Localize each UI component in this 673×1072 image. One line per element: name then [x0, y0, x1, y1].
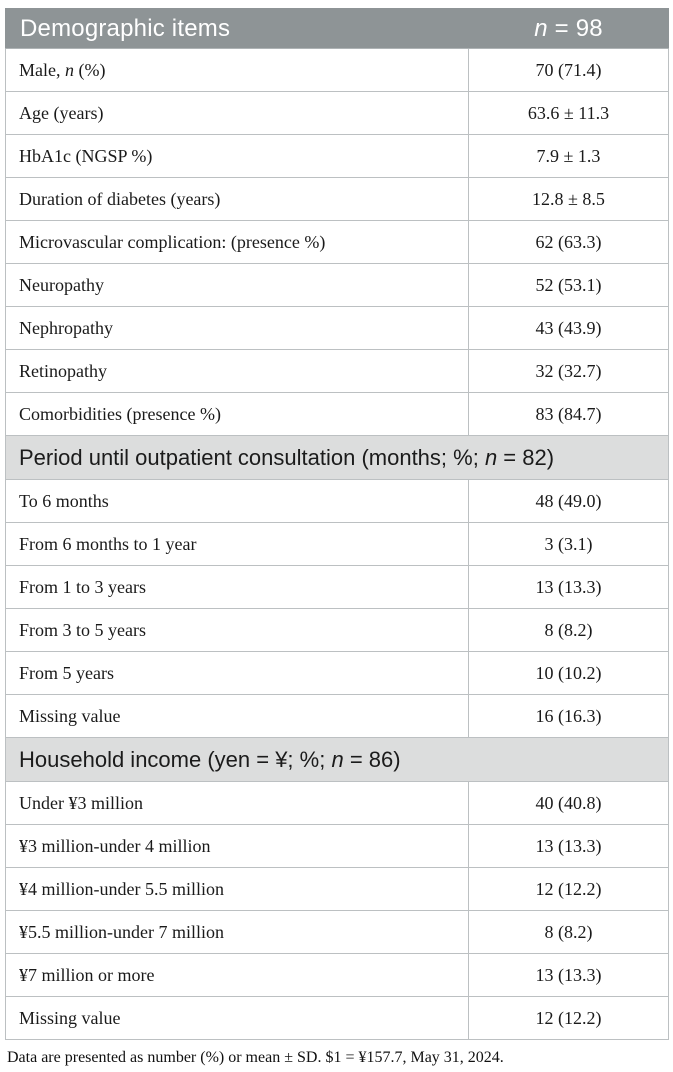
table-row: Missing value 12 (12.2): [5, 996, 669, 1040]
table-row: From 3 to 5 years 8 (8.2): [5, 608, 669, 652]
header-n-count: n = 98: [468, 8, 669, 49]
row-label: From 3 to 5 years: [5, 608, 469, 652]
table-row: Missing value 16 (16.3): [5, 694, 669, 738]
row-label: ¥7 million or more: [5, 953, 469, 997]
table-row: From 1 to 3 years 13 (13.3): [5, 565, 669, 609]
row-label: From 6 months to 1 year: [5, 522, 469, 566]
table-row: Duration of diabetes (years) 12.8 ± 8.5: [5, 177, 669, 221]
row-label: ¥5.5 million-under 7 million: [5, 910, 469, 954]
table-row: Microvascular complication: (presence %)…: [5, 220, 669, 264]
row-label: Nephropathy: [5, 306, 469, 350]
table-footnote: Data are presented as number (%) or mean…: [7, 1049, 504, 1066]
table-row: Neuropathy 52 (53.1): [5, 263, 669, 307]
table-row: Retinopathy 32 (32.7): [5, 349, 669, 393]
table-row: ¥5.5 million-under 7 million 8 (8.2): [5, 910, 669, 954]
section-header-cell: Household income (yen = ¥; %; n = 86): [5, 737, 669, 782]
row-value: 13 (13.3): [468, 824, 669, 868]
row-value: 8 (8.2): [468, 910, 669, 954]
row-label: From 5 years: [5, 651, 469, 695]
row-value: 13 (13.3): [468, 953, 669, 997]
row-value: 43 (43.9): [468, 306, 669, 350]
row-label: To 6 months: [5, 479, 469, 523]
row-value: 12 (12.2): [468, 996, 669, 1040]
table-body: Male, n (%) 70 (71.4) Age (years) 63.6 ± 11…: [5, 48, 669, 1040]
table-header-row: Demographic items n = 98: [5, 8, 669, 49]
table-row: ¥4 million-under 5.5 million 12 (12.2): [5, 867, 669, 911]
table-row: To 6 months 48 (49.0): [5, 479, 669, 523]
table-row: HbA1c (NGSP %) 7.9 ± 1.3: [5, 134, 669, 178]
row-value: 32 (32.7): [468, 349, 669, 393]
row-label: Missing value: [5, 694, 469, 738]
row-label: Comorbidities (presence %): [5, 392, 469, 436]
row-value: 12 (12.2): [468, 867, 669, 911]
row-label: ¥4 million-under 5.5 million: [5, 867, 469, 911]
row-value: 62 (63.3): [468, 220, 669, 264]
row-value: 40 (40.8): [468, 781, 669, 825]
row-label: Male, n (%): [5, 48, 469, 92]
row-label: Microvascular complication: (presence %): [5, 220, 469, 264]
row-label: Neuropathy: [5, 263, 469, 307]
row-value: 83 (84.7): [468, 392, 669, 436]
row-label: From 1 to 3 years: [5, 565, 469, 609]
table-row: ¥7 million or more 13 (13.3): [5, 953, 669, 997]
section-header-row: Household income (yen = ¥; %; n = 86): [5, 737, 669, 782]
row-label: Age (years): [5, 91, 469, 135]
row-label: Duration of diabetes (years): [5, 177, 469, 221]
header-demographic-items: Demographic items: [5, 8, 469, 49]
row-value: 10 (10.2): [468, 651, 669, 695]
row-label: ¥3 million-under 4 million: [5, 824, 469, 868]
table-row: From 5 years 10 (10.2): [5, 651, 669, 695]
row-value: 63.6 ± 11.3: [468, 91, 669, 135]
row-value: 48 (49.0): [468, 479, 669, 523]
row-label: Retinopathy: [5, 349, 469, 393]
table-row: Nephropathy 43 (43.9): [5, 306, 669, 350]
table-row: Male, n (%) 70 (71.4): [5, 48, 669, 92]
row-value: 8 (8.2): [468, 608, 669, 652]
row-value: 12.8 ± 8.5: [468, 177, 669, 221]
table-row: ¥3 million-under 4 million 13 (13.3): [5, 824, 669, 868]
row-label: Under ¥3 million: [5, 781, 469, 825]
table-row: Under ¥3 million 40 (40.8): [5, 781, 669, 825]
table-row: Comorbidities (presence %) 83 (84.7): [5, 392, 669, 436]
row-value: 3 (3.1): [468, 522, 669, 566]
section-header-cell: Period until outpatient consultation (mo…: [5, 435, 669, 480]
row-value: 13 (13.3): [468, 565, 669, 609]
row-label: HbA1c (NGSP %): [5, 134, 469, 178]
row-value: 7.9 ± 1.3: [468, 134, 669, 178]
row-label: Missing value: [5, 996, 469, 1040]
row-value: 16 (16.3): [468, 694, 669, 738]
row-value: 52 (53.1): [468, 263, 669, 307]
section-header-row: Period until outpatient consultation (mo…: [5, 435, 669, 480]
table-row: Age (years) 63.6 ± 11.3: [5, 91, 669, 135]
demographics-table: Demographic items n = 98 Male, n (%) 70 (…: [5, 8, 669, 1040]
table-row: From 6 months to 1 year 3 (3.1): [5, 522, 669, 566]
row-value: 70 (71.4): [468, 48, 669, 92]
